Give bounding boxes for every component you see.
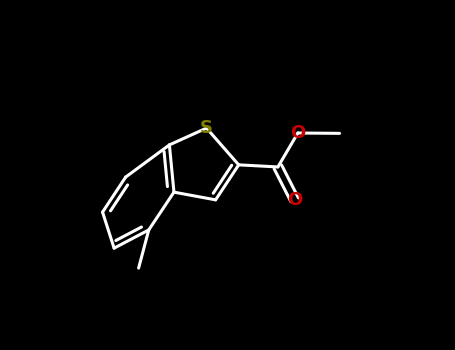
- Text: O: O: [290, 124, 305, 142]
- Text: O: O: [287, 191, 302, 209]
- Text: S: S: [200, 119, 213, 137]
